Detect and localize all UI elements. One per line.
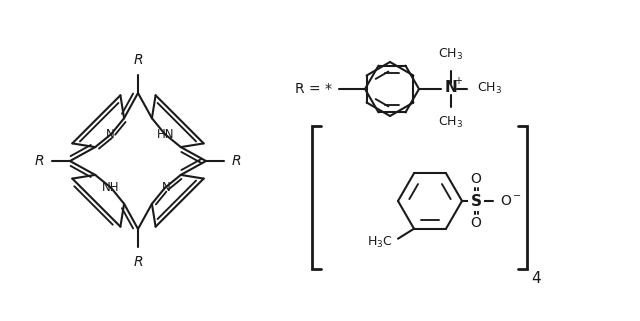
Text: O: O — [470, 172, 481, 186]
Text: CH$_3$: CH$_3$ — [438, 47, 463, 62]
Text: R: R — [133, 53, 143, 67]
Text: +: + — [454, 76, 462, 86]
Text: N: N — [445, 81, 458, 96]
Text: HN: HN — [157, 128, 175, 141]
Text: N: N — [106, 128, 115, 141]
Text: R = *: R = * — [295, 82, 332, 96]
Text: R: R — [35, 154, 44, 168]
Text: NH: NH — [101, 181, 119, 195]
Text: 4: 4 — [531, 271, 541, 286]
Text: CH$_3$: CH$_3$ — [438, 115, 463, 130]
Text: S: S — [470, 194, 481, 209]
Text: N: N — [161, 181, 170, 195]
Text: H$_3$C: H$_3$C — [367, 235, 393, 250]
Text: R: R — [133, 255, 143, 269]
Text: O$^-$: O$^-$ — [500, 194, 522, 208]
Text: R: R — [232, 154, 242, 168]
Text: CH$_3$: CH$_3$ — [477, 81, 502, 96]
Text: O: O — [470, 216, 481, 230]
